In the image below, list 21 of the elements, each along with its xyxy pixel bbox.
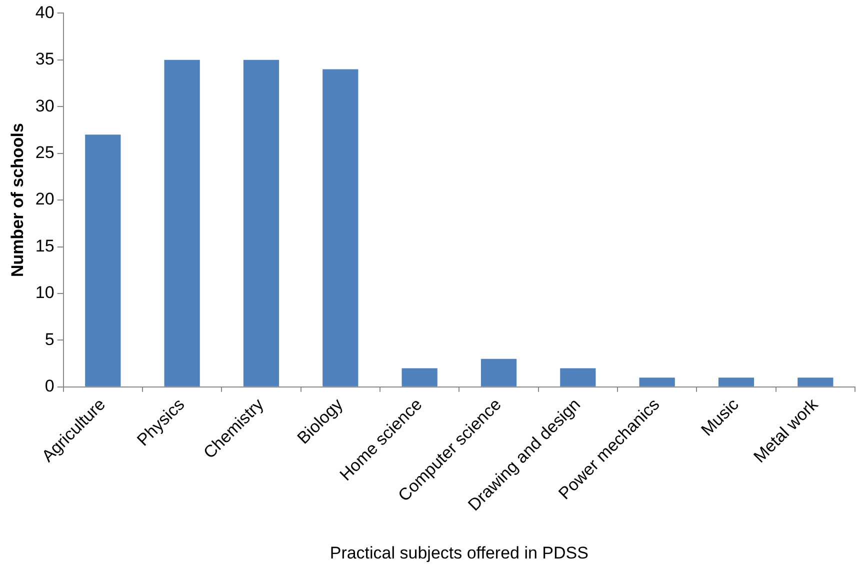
y-tick-label: 40 [35,2,54,22]
y-tick-label: 20 [35,190,54,209]
bar [164,60,200,386]
y-tick-label: 30 [35,96,54,116]
bar [798,378,834,386]
y-axis-title: Number of schools [8,123,27,278]
bar [243,60,280,386]
bar [85,134,121,386]
x-axis-title: Practical subjects offered in PDSS [330,543,588,562]
bar [480,358,517,386]
bar [402,368,438,386]
y-tick-label: 25 [35,143,54,162]
bar [560,368,596,386]
bar [718,378,754,386]
y-tick-label: 15 [35,236,54,256]
y-tick-label: 10 [35,283,54,302]
bar [322,69,358,386]
y-tick-label: 35 [35,50,54,69]
y-tick-label: 5 [44,330,54,349]
y-tick-label: 0 [44,376,54,396]
bar [639,378,675,386]
